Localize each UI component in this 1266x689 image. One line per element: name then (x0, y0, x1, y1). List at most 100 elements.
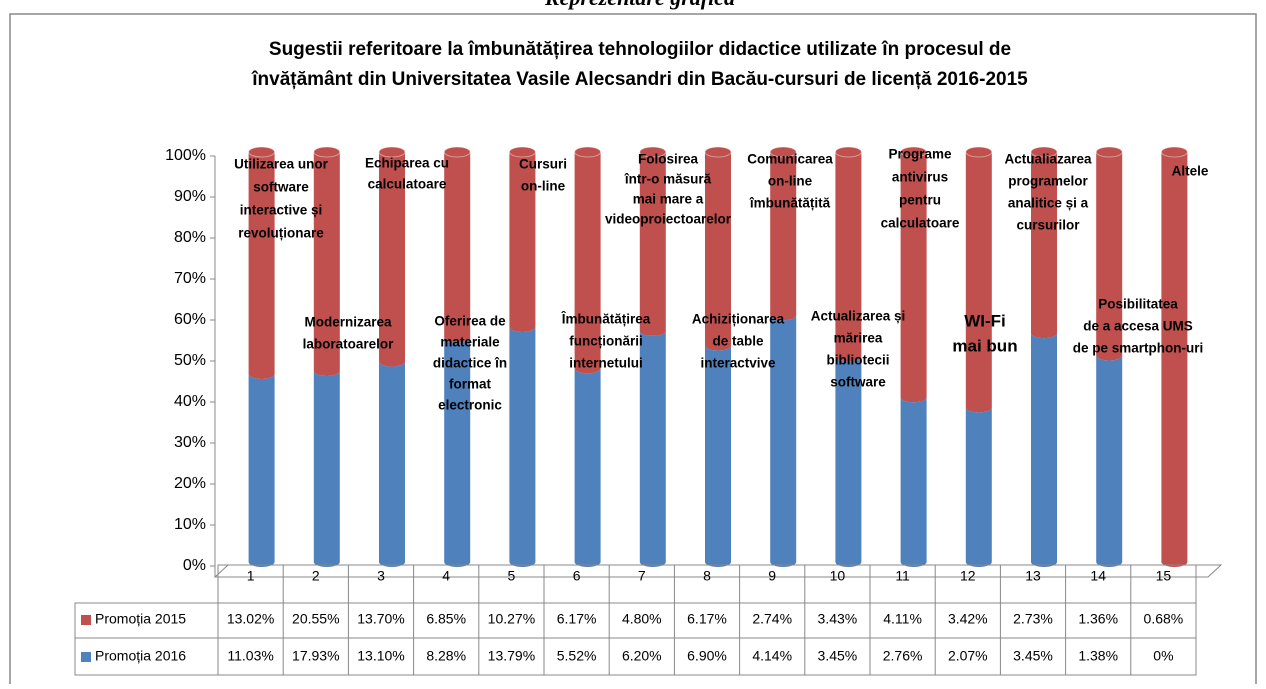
annotation: laboratoarelor (303, 337, 395, 352)
data-label: 3.42% (948, 611, 988, 627)
data-label: 0% (1153, 648, 1173, 664)
annotation: WI-Fi (964, 311, 1006, 330)
bar (965, 152, 992, 413)
annotation: software (253, 180, 309, 195)
bar (1161, 152, 1188, 567)
x-tick-label: 13 (1025, 568, 1041, 584)
x-tick-label: 7 (638, 568, 646, 584)
data-label: 1.38% (1078, 648, 1118, 664)
x-tick-label: 3 (377, 568, 385, 584)
bar-top (1160, 146, 1188, 158)
y-tick-label: 90% (174, 188, 206, 205)
annotation: de table (712, 334, 764, 349)
annotation: interactvive (700, 356, 776, 371)
legend-swatch (81, 615, 91, 625)
data-label: 6.17% (687, 611, 727, 627)
bar (574, 368, 601, 567)
annotation: software (830, 375, 886, 390)
x-tick-label: 10 (830, 568, 846, 584)
y-tick-label: 70% (174, 270, 206, 287)
bar (770, 315, 797, 567)
bar-top (900, 146, 928, 158)
annotation: Îmbunătățirea (561, 312, 651, 327)
data-label: 3.45% (1013, 648, 1053, 664)
annotation: on-line (521, 179, 566, 194)
bar-top (443, 146, 471, 158)
header-bg (480, 0, 800, 13)
x-tick-label: 5 (508, 568, 516, 584)
annotation: internetului (569, 356, 643, 371)
annotation: calculatoare (368, 177, 447, 192)
y-tick-label: 40% (174, 393, 206, 410)
annotation: Folosirea (638, 152, 699, 167)
bar-top (769, 146, 797, 158)
annotation: didactice în (433, 356, 507, 371)
bar (379, 361, 405, 567)
bar-top (965, 146, 993, 158)
x-tick-label: 12 (960, 568, 976, 584)
data-label: 11.03% (227, 648, 273, 664)
legend-swatch (81, 652, 91, 662)
bar-top (834, 146, 862, 158)
annotation: Modernizarea (304, 315, 392, 330)
annotation: videoproiectoarelor (605, 212, 732, 227)
annotation: într-o măsură (624, 172, 712, 187)
bar (1096, 152, 1123, 361)
annotation: mai mare a (633, 192, 704, 207)
data-label: 13.02% (227, 611, 274, 627)
x-tick-label: 6 (573, 568, 581, 584)
y-tick-label: 80% (174, 229, 206, 246)
annotation: îmbunătățită (749, 196, 831, 211)
x-tick-label: 1 (247, 568, 255, 584)
annotation: Cursuri (519, 157, 567, 172)
y-tick-label: 50% (174, 352, 206, 369)
bar (835, 152, 862, 362)
annotation: revoluționare (238, 226, 324, 241)
annotation: Echiparea cu (365, 156, 449, 171)
bar (900, 152, 927, 403)
annotation: Actualizarea și (811, 309, 906, 324)
data-label: 3.43% (818, 611, 858, 627)
bar (313, 152, 340, 376)
x-tick-label: 4 (442, 568, 450, 584)
annotation: Altele (1172, 164, 1209, 179)
bar-top (639, 146, 667, 158)
annotation: bibliotecii (826, 353, 889, 368)
data-label: 2.74% (752, 611, 792, 627)
x-tick-label: 9 (768, 568, 776, 584)
annotation: cursurilor (1016, 218, 1080, 233)
annotation: de pe smartphon-uri (1073, 341, 1204, 356)
bar (444, 152, 471, 343)
annotation: funcționării (569, 334, 643, 349)
annotation: programelor (1008, 174, 1088, 189)
bar (509, 327, 536, 567)
data-label: 3.45% (818, 648, 858, 664)
y-tick-label: 30% (174, 434, 206, 451)
annotation: analitice și a (1008, 196, 1089, 211)
x-tick-label: 2 (312, 568, 320, 584)
floor (213, 564, 1223, 578)
annotation: calculatoare (881, 216, 960, 231)
bar (509, 152, 536, 333)
y-tick-label: 10% (174, 516, 206, 533)
data-label: 4.80% (622, 611, 662, 627)
annotation: mărirea (834, 331, 883, 346)
bar-top (378, 146, 406, 158)
data-label: 2.76% (883, 648, 923, 664)
y-tick-label: 20% (174, 475, 206, 492)
annotation: de a accesa UMS (1083, 319, 1193, 334)
y-tick-label: 60% (174, 311, 206, 328)
bar (639, 330, 666, 567)
bar (1096, 355, 1123, 567)
bar-top (313, 146, 341, 158)
data-label: 6.90% (687, 648, 727, 664)
data-label: 6.17% (557, 611, 597, 627)
bar (574, 152, 601, 374)
chart-frame (9, 13, 1257, 689)
annotation: Oferirea de (434, 314, 506, 329)
x-tick-label: 11 (895, 568, 910, 584)
legend-label: Promoția 2016 (95, 648, 186, 664)
annotation: Utilizarea unor (234, 157, 329, 172)
data-label: 20.55% (292, 611, 339, 627)
bar (835, 356, 862, 567)
